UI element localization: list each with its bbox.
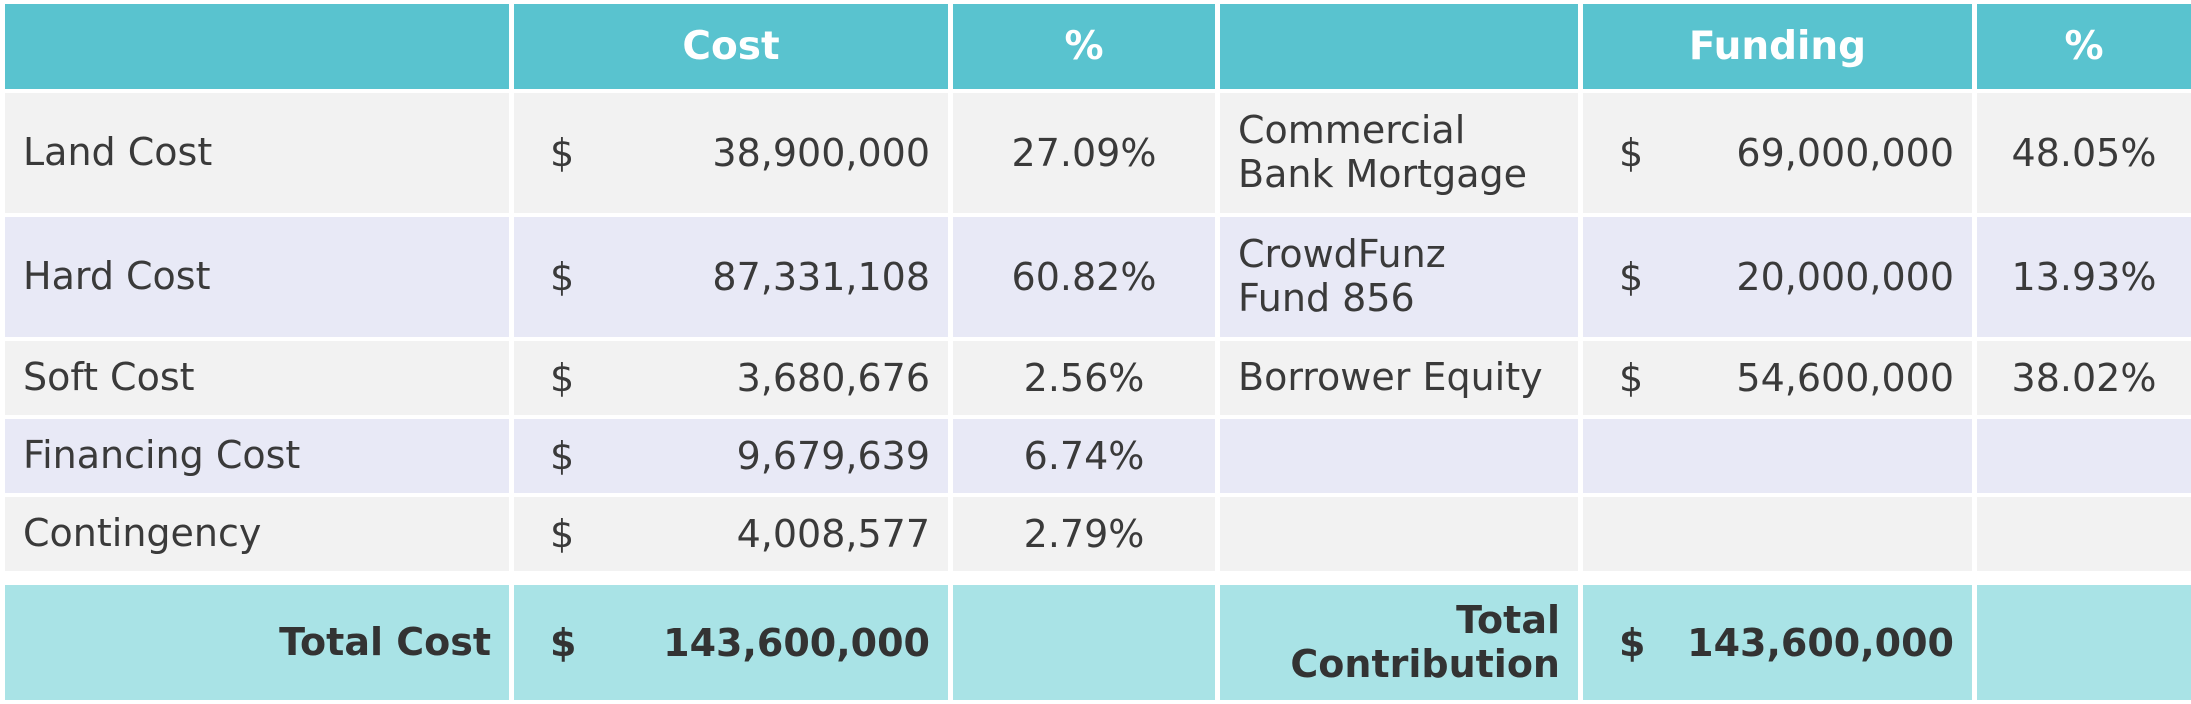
currency-symbol: $: [550, 356, 575, 400]
funding-value: 20,000,000: [1736, 255, 1954, 299]
cost-value: 4,008,577: [736, 512, 930, 556]
cost-percent: 27.09%: [953, 93, 1215, 213]
cost-percent: 6.74%: [953, 419, 1215, 493]
funding-label: Commercial Bank Mortgage: [1220, 93, 1578, 213]
header-row: Cost % Funding %: [5, 4, 2191, 89]
currency-symbol: $: [1619, 620, 1646, 665]
funding-value: 54,600,000: [1736, 356, 1954, 400]
table-row: Hard Cost $87,331,108 60.82% CrowdFunz Fu…: [5, 217, 2191, 337]
funding-amount-cell: $54,600,000: [1583, 341, 1972, 415]
total-funding-value: 143,600,000: [1687, 620, 1954, 665]
cost-value: 87,331,108: [712, 255, 930, 299]
total-cost-percent-blank: [953, 585, 1215, 700]
table-row: Soft Cost $3,680,676 2.56% Borrower Equi…: [5, 341, 2191, 415]
cost-label: Soft Cost: [5, 341, 509, 415]
currency-symbol: $: [550, 131, 575, 175]
header-cost-percent: %: [953, 4, 1215, 89]
total-funding-amount-cell: $143,600,000: [1583, 585, 1972, 700]
currency-symbol: $: [550, 255, 575, 299]
funding-label: [1220, 497, 1578, 571]
cost-label: Contingency: [5, 497, 509, 571]
funding-label: [1220, 419, 1578, 493]
cost-amount-cell: $38,900,000: [514, 93, 948, 213]
funding-percent: 38.02%: [1977, 341, 2191, 415]
cost-percent: 2.79%: [953, 497, 1215, 571]
funding-amount-cell: [1583, 497, 1972, 571]
header-cost: Cost: [514, 4, 948, 89]
funding-label: CrowdFunz Fund 856: [1220, 217, 1578, 337]
cost-label: Land Cost: [5, 93, 509, 213]
cost-amount-cell: $87,331,108: [514, 217, 948, 337]
funding-label: Borrower Equity: [1220, 341, 1578, 415]
cost-value: 3,680,676: [736, 356, 930, 400]
total-contribution-line-2: Contribution: [1290, 641, 1560, 686]
currency-symbol: $: [1619, 255, 1644, 299]
cost-label: Financing Cost: [5, 419, 509, 493]
table-row: Financing Cost $9,679,639 6.74%: [5, 419, 2191, 493]
spacer-row: [5, 575, 2191, 581]
funding-percent: [1977, 497, 2191, 571]
currency-symbol: $: [1619, 131, 1644, 175]
cost-value: 38,900,000: [712, 131, 930, 175]
funding-label-line-2: Fund 856: [1238, 276, 1415, 320]
cost-percent: 60.82%: [953, 217, 1215, 337]
currency-symbol: $: [550, 512, 575, 556]
table-row: Contingency $4,008,577 2.79%: [5, 497, 2191, 571]
header-blank-mid: [1220, 4, 1578, 89]
total-contribution-line-1: Total: [1456, 597, 1560, 642]
funding-amount-cell: $69,000,000: [1583, 93, 1972, 213]
cost-amount-cell: $9,679,639: [514, 419, 948, 493]
cost-value: 9,679,639: [736, 434, 930, 478]
funding-value: 69,000,000: [1736, 131, 1954, 175]
currency-symbol: $: [1619, 356, 1644, 400]
table-row: Land Cost $38,900,000 27.09% Commercial …: [5, 93, 2191, 213]
totals-row: Total Cost $143,600,000 Total Contributio…: [5, 585, 2191, 700]
total-cost-amount-cell: $143,600,000: [514, 585, 948, 700]
total-cost-value: 143,600,000: [663, 620, 930, 665]
currency-symbol: $: [550, 620, 577, 665]
funding-amount-cell: [1583, 419, 1972, 493]
funding-percent: 13.93%: [1977, 217, 2191, 337]
currency-symbol: $: [550, 434, 575, 478]
funding-percent: 48.05%: [1977, 93, 2191, 213]
funding-label-line-1: CrowdFunz: [1238, 232, 1446, 277]
header-blank-left: [5, 4, 509, 89]
cost-amount-cell: $3,680,676: [514, 341, 948, 415]
total-funding-percent-blank: [1977, 585, 2191, 700]
total-contribution-label: Total Contribution: [1220, 585, 1578, 700]
spacer-cell: [5, 575, 2191, 581]
funding-amount-cell: $20,000,000: [1583, 217, 1972, 337]
cost-percent: 2.56%: [953, 341, 1215, 415]
header-funding: Funding: [1583, 4, 1972, 89]
total-cost-label: Total Cost: [5, 585, 509, 700]
cost-amount-cell: $4,008,577: [514, 497, 948, 571]
funding-percent: [1977, 419, 2191, 493]
header-funding-percent: %: [1977, 4, 2191, 89]
cost-label: Hard Cost: [5, 217, 509, 337]
